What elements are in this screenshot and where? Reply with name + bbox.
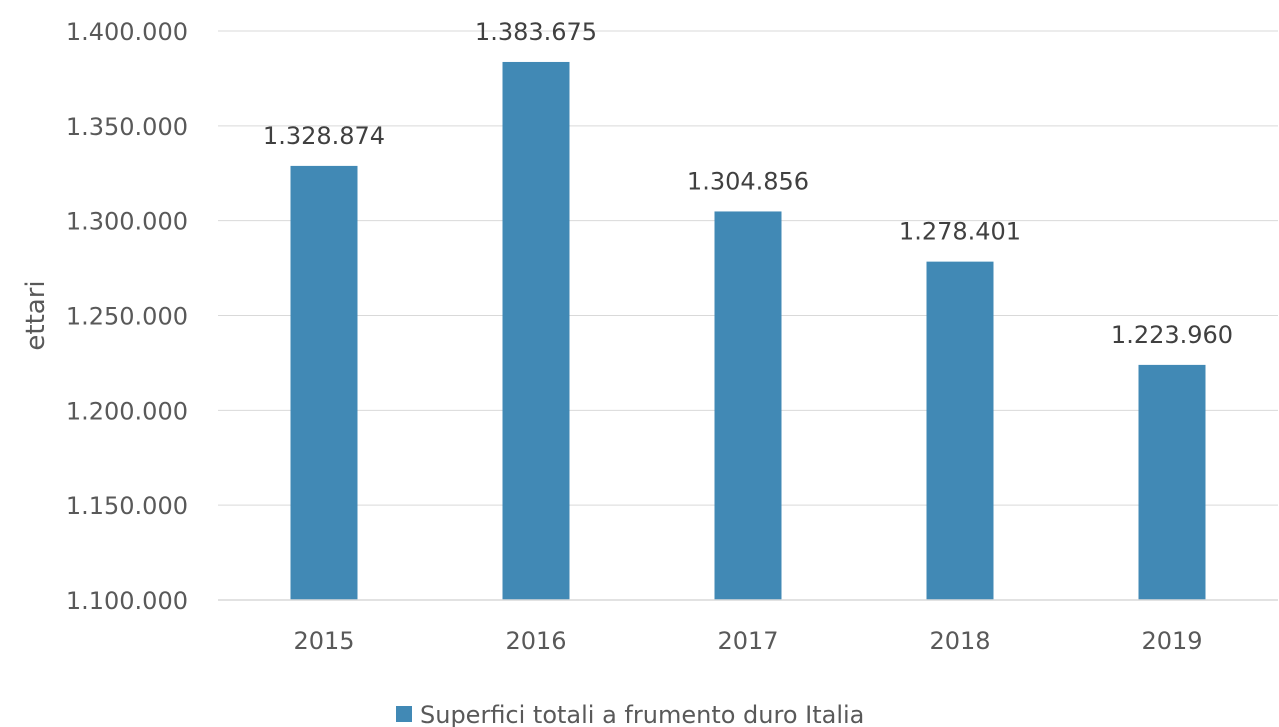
legend: Superfici totali a frumento duro Italia (396, 701, 864, 727)
x-axis-ticks: 2015 2016 2017 2018 2019 (293, 627, 1202, 655)
bar-2016 (502, 61, 570, 601)
y-axis-title: ettari (21, 280, 51, 350)
x-tick-label: 2017 (717, 627, 778, 655)
y-tick-label: 1.250.000 (66, 303, 188, 331)
y-axis-ticks: 1.100.000 1.150.000 1.200.000 1.250.000 1.30… (66, 18, 188, 615)
data-label-2018: 1.278.401 (899, 218, 1021, 246)
y-tick-label: 1.350.000 (66, 113, 188, 141)
data-label-2019: 1.223.960 (1111, 321, 1233, 349)
y-tick-label: 1.200.000 (66, 397, 188, 425)
bar-2018 (926, 261, 994, 600)
data-label-2016: 1.383.675 (475, 18, 597, 46)
bar-2015 (290, 165, 358, 600)
data-label-2015: 1.328.874 (263, 122, 385, 150)
y-tick-label: 1.400.000 (66, 18, 188, 46)
y-tick-label: 1.100.000 (66, 587, 188, 615)
data-labels: 1.328.874 1.383.675 1.304.856 1.278.401 1.22… (263, 18, 1233, 349)
bars (290, 61, 1206, 601)
x-tick-label: 2019 (1141, 627, 1202, 655)
y-tick-label: 1.300.000 (66, 208, 188, 236)
x-tick-label: 2016 (505, 627, 566, 655)
x-tick-label: 2018 (929, 627, 990, 655)
legend-swatch (396, 706, 412, 722)
x-tick-label: 2015 (293, 627, 354, 655)
data-label-2017: 1.304.856 (687, 167, 809, 195)
bar-2019 (1138, 364, 1206, 600)
y-tick-label: 1.150.000 (66, 492, 188, 520)
bar-2017 (714, 211, 782, 600)
legend-label: Superfici totali a frumento duro Italia (420, 701, 864, 727)
